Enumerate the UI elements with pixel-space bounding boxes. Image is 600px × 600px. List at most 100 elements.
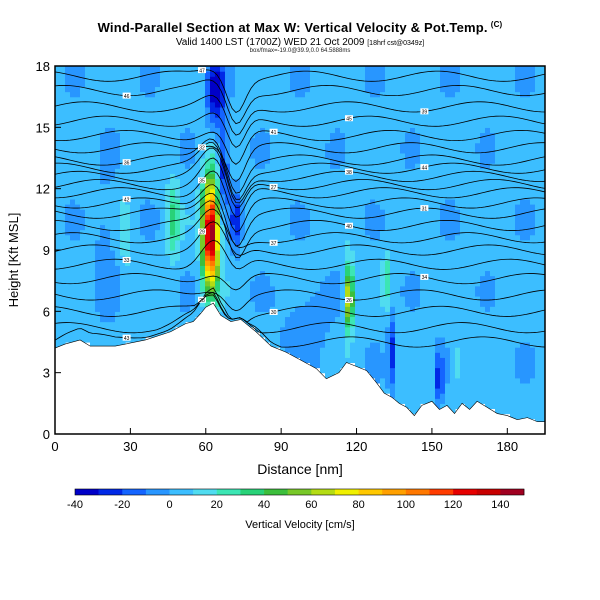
field-cell xyxy=(320,260,326,266)
field-cell xyxy=(290,311,296,318)
field-cell xyxy=(300,66,306,72)
field-cell xyxy=(450,398,456,404)
field-cell xyxy=(155,260,161,266)
field-cell xyxy=(100,137,106,144)
field-cell xyxy=(255,234,261,241)
field-cell xyxy=(380,86,386,93)
field-cell xyxy=(260,163,266,169)
field-cell xyxy=(95,137,101,144)
field-cell xyxy=(110,239,116,246)
field-cell xyxy=(60,106,66,113)
field-cell xyxy=(195,163,201,169)
field-cell xyxy=(140,122,146,128)
field-cell xyxy=(480,372,486,379)
field-cell xyxy=(315,163,321,169)
field-cell xyxy=(455,403,461,410)
field-cell xyxy=(80,336,86,343)
field-cell xyxy=(355,362,361,369)
field-cell xyxy=(300,275,306,282)
field-cell xyxy=(360,178,366,185)
field-cell xyxy=(75,224,81,231)
field-cell xyxy=(390,255,396,261)
field-cell xyxy=(270,326,276,333)
field-cell xyxy=(485,193,491,200)
field-cell xyxy=(110,275,116,282)
field-cell xyxy=(95,86,101,93)
field-cell xyxy=(390,342,396,348)
field-cell xyxy=(335,188,341,195)
field-cell xyxy=(70,117,76,123)
field-cell xyxy=(220,306,226,312)
field-cell xyxy=(310,127,316,134)
field-cell xyxy=(395,280,401,287)
field-cell xyxy=(180,81,186,88)
field-cell xyxy=(310,158,316,164)
field-cell xyxy=(280,106,286,113)
field-cell xyxy=(415,321,421,328)
field-cell xyxy=(435,331,441,338)
field-cell xyxy=(125,66,131,72)
field-cell xyxy=(200,106,206,113)
field-cell xyxy=(105,198,111,205)
field-cell xyxy=(430,250,436,256)
field-cell xyxy=(180,280,186,287)
field-cell xyxy=(340,183,346,190)
field-cell xyxy=(370,188,376,195)
field-cell xyxy=(345,336,351,343)
field-cell xyxy=(300,86,306,93)
field-cell xyxy=(155,316,161,323)
field-cell xyxy=(335,204,341,210)
field-cell xyxy=(435,296,441,302)
field-cell xyxy=(430,382,436,389)
field-cell xyxy=(220,219,226,226)
field-cell xyxy=(485,147,491,154)
field-cell xyxy=(120,147,126,154)
field-cell xyxy=(165,158,171,164)
field-cell xyxy=(380,183,386,190)
field-cell xyxy=(255,101,261,108)
field-cell xyxy=(485,91,491,98)
field-cell xyxy=(420,398,426,404)
field-cell xyxy=(60,188,66,195)
field-cell xyxy=(275,106,281,113)
field-cell xyxy=(125,137,131,144)
field-cell xyxy=(125,147,131,154)
field-cell xyxy=(145,321,151,328)
field-cell xyxy=(380,193,386,200)
field-cell xyxy=(285,275,291,282)
field-cell xyxy=(475,204,481,210)
field-cell xyxy=(440,367,446,374)
field-cell xyxy=(240,183,246,190)
field-cell xyxy=(130,96,136,103)
field-cell xyxy=(145,86,151,93)
field-cell xyxy=(465,137,471,144)
field-cell xyxy=(95,101,101,108)
field-cell xyxy=(185,71,191,77)
field-cell xyxy=(135,336,141,343)
field-cell xyxy=(405,101,411,108)
field-cell xyxy=(380,91,386,98)
field-cell xyxy=(160,321,166,328)
field-cell xyxy=(150,301,156,307)
field-cell xyxy=(460,393,466,399)
field-cell xyxy=(230,244,236,251)
field-cell xyxy=(370,229,376,236)
field-cell xyxy=(330,275,336,282)
field-cell xyxy=(275,86,281,93)
field-cell xyxy=(145,76,151,82)
field-cell xyxy=(305,163,311,169)
field-cell xyxy=(315,142,321,149)
field-cell xyxy=(475,209,481,215)
field-cell xyxy=(380,234,386,241)
field-cell xyxy=(465,204,471,210)
field-cell xyxy=(460,106,466,113)
field-cell xyxy=(460,96,466,103)
field-cell xyxy=(405,331,411,338)
field-cell xyxy=(300,173,306,180)
field-cell xyxy=(215,193,221,200)
field-cell xyxy=(330,127,336,134)
field-cell xyxy=(435,377,441,384)
field-cell xyxy=(335,336,341,343)
field-cell xyxy=(385,255,391,261)
field-cell xyxy=(305,244,311,251)
